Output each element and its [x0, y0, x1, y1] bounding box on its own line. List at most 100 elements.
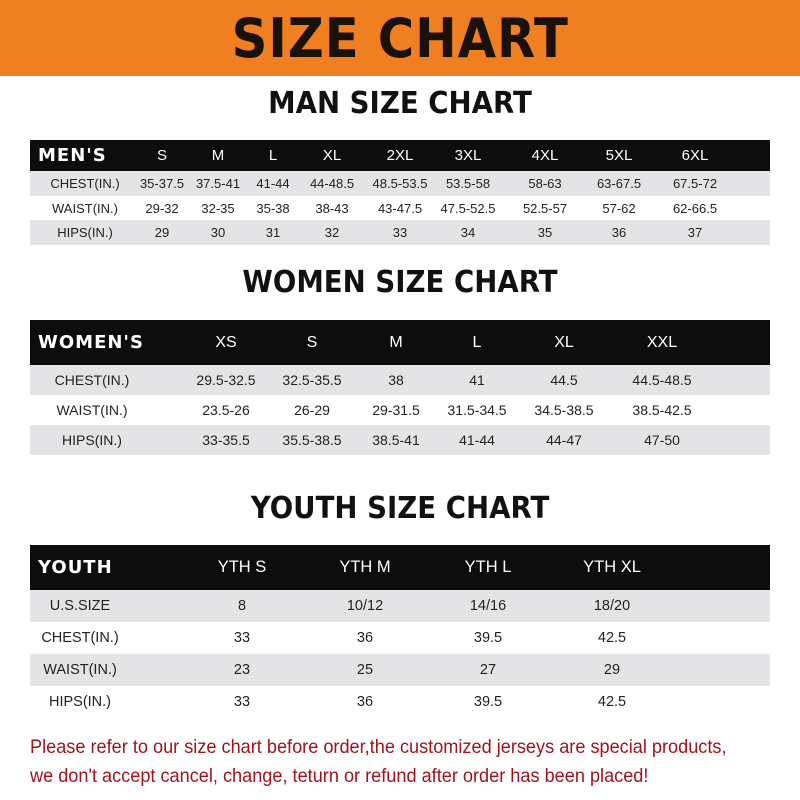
size-header-cell: YTH S — [217, 558, 267, 576]
value-cell: 41-44 — [256, 176, 290, 191]
value-cell: 33-35.5 — [202, 432, 250, 448]
measurement-label: CHEST(IN.) — [54, 372, 130, 388]
value-cell: 36 — [611, 225, 627, 240]
value-cell: 63-67.5 — [596, 176, 642, 191]
table-title-cell: YOUTH — [38, 557, 113, 578]
size-header-cell: L — [472, 333, 482, 351]
value-cell: 57-62 — [602, 200, 636, 216]
men-size-table: MEN'S S M L XL 2XL 3XL 4XL 5XL 6XL CHEST(IN.) 35-37… — [30, 140, 770, 245]
size-header-cell: L — [268, 147, 278, 164]
value-cell: 31.5-34.5 — [447, 402, 507, 418]
value-cell: 41 — [469, 372, 485, 388]
value-cell: 48.5-53.5 — [372, 176, 428, 191]
table-row: CHEST(IN.) 29.5-32.5 32.5-35.5 38 41 44.5 44.5… — [30, 365, 770, 395]
table-row: HIPS(IN.) 33-35.5 35.5-38.5 38.5-41 41-44 44-… — [30, 425, 770, 455]
size-header-cell: XL — [554, 333, 574, 351]
size-header-cell: XXL — [646, 333, 678, 351]
value-cell: 33 — [233, 630, 251, 646]
value-cell: 32.5-35.5 — [282, 372, 342, 388]
size-header-cell: 3XL — [454, 147, 482, 164]
table-row: WAIST(IN.) 29-32 32-35 35-38 38-43 43-47.5 47.… — [30, 196, 770, 220]
value-cell: 62-66.5 — [672, 200, 718, 216]
value-cell: 29-31.5 — [372, 402, 420, 418]
men-chart-title: MAN SIZE CHART — [268, 86, 532, 121]
value-cell: 37.5-41 — [195, 176, 241, 191]
value-cell: 27 — [479, 662, 497, 678]
measurement-label: HIPS(IN.) — [57, 225, 113, 240]
size-header-cell: YTH XL — [583, 558, 641, 576]
value-cell: 44.5 — [550, 372, 578, 388]
table-title-cell: WOMEN'S — [38, 332, 144, 353]
value-cell: 29-32 — [145, 200, 179, 216]
table-row: CHEST(IN.) 35-37.5 37.5-41 41-44 44-48.5 48.5… — [30, 171, 770, 196]
value-cell: 52.5-57 — [522, 200, 568, 216]
value-cell: 18/20 — [593, 598, 631, 614]
size-chart-banner: SIZE CHART — [0, 0, 800, 76]
value-cell: 23 — [233, 662, 251, 678]
measurement-label: CHEST(IN.) — [41, 630, 119, 646]
size-header-cell: 4XL — [531, 147, 559, 164]
measurement-label: HIPS(IN.) — [62, 432, 122, 448]
value-cell: 47.5-52.5 — [440, 200, 496, 216]
table-row: CHEST(IN.) 33 36 39.5 42.5 — [30, 622, 770, 654]
size-header-cell: 2XL — [386, 147, 414, 164]
value-cell: 38-43 — [315, 200, 349, 216]
value-cell: 30 — [210, 225, 226, 240]
value-cell: 29 — [603, 662, 621, 678]
size-header-cell: 5XL — [605, 147, 633, 164]
value-cell: 42.5 — [597, 630, 627, 646]
value-cell: 42.5 — [597, 694, 627, 710]
value-cell: 38.5-42.5 — [632, 402, 692, 418]
measurement-label: WAIST(IN.) — [43, 662, 117, 678]
measurement-label: WAIST(IN.) — [56, 402, 128, 418]
value-cell: 67.5-72 — [672, 176, 718, 191]
value-cell: 14/16 — [469, 598, 507, 614]
value-cell: 35-37.5 — [139, 176, 185, 191]
value-cell: 26-29 — [294, 402, 330, 418]
value-cell: 43-47.5 — [377, 200, 423, 216]
size-header-cell: YTH L — [464, 558, 512, 576]
table-title-cell: MEN'S — [38, 145, 107, 166]
value-cell: 34.5-38.5 — [534, 402, 594, 418]
value-cell: 36 — [356, 630, 374, 646]
table-row: WAIST(IN.) 23.5-26 26-29 29-31.5 31.5-34.5 34… — [30, 395, 770, 425]
value-cell: 36 — [356, 694, 374, 710]
size-header-cell: M — [211, 147, 225, 164]
measurement-label: HIPS(IN.) — [48, 694, 112, 710]
value-cell: 39.5 — [473, 694, 503, 710]
women-chart-title: WOMEN SIZE CHART — [242, 265, 558, 300]
order-notice: Please refer to our size chart before or… — [30, 733, 737, 791]
value-cell: 58-63 — [528, 176, 562, 191]
banner-title: SIZE CHART — [231, 6, 569, 70]
size-header-cell: M — [389, 333, 403, 351]
value-cell: 41-44 — [459, 432, 495, 448]
value-cell: 25 — [356, 662, 374, 678]
value-cell: 37 — [687, 225, 703, 240]
youth-header-row: YOUTH YTH S YTH M YTH L YTH XL — [30, 545, 770, 590]
value-cell: 31 — [265, 225, 281, 240]
value-cell: 8 — [237, 598, 247, 614]
measurement-label: WAIST(IN.) — [52, 200, 118, 216]
youth-chart-title: YOUTH SIZE CHART — [250, 491, 550, 526]
women-header-row: WOMEN'S XS S M L XL XXL — [30, 320, 770, 365]
value-cell: 35.5-38.5 — [282, 432, 342, 448]
value-cell: 29.5-32.5 — [196, 372, 256, 388]
value-cell: 10/12 — [346, 598, 384, 614]
value-cell: 47-50 — [644, 432, 680, 448]
table-row: HIPS(IN.) 29 30 31 32 33 34 35 36 37 — [30, 220, 770, 245]
table-row: U.S.SIZE 8 10/12 14/16 18/20 — [30, 590, 770, 622]
youth-size-table: YOUTH YTH S YTH M YTH L YTH XL U.S.SIZE 8 10/12… — [30, 545, 770, 718]
size-header-cell: S — [156, 147, 168, 164]
value-cell: 23.5-26 — [202, 402, 250, 418]
value-cell: 33 — [392, 225, 408, 240]
value-cell: 38 — [388, 372, 404, 388]
value-cell: 33 — [233, 694, 251, 710]
size-header-cell: XS — [215, 333, 237, 351]
value-cell: 32 — [324, 225, 340, 240]
value-cell: 34 — [460, 225, 476, 240]
men-header-row: MEN'S S M L XL 2XL 3XL 4XL 5XL 6XL — [30, 140, 770, 171]
table-row: HIPS(IN.) 33 36 39.5 42.5 — [30, 686, 770, 718]
size-header-cell: XL — [322, 147, 342, 164]
size-header-cell: 6XL — [681, 147, 709, 164]
women-size-table: WOMEN'S XS S M L XL XXL CHEST(IN.) 29.5-32.5 32.5… — [30, 320, 770, 455]
